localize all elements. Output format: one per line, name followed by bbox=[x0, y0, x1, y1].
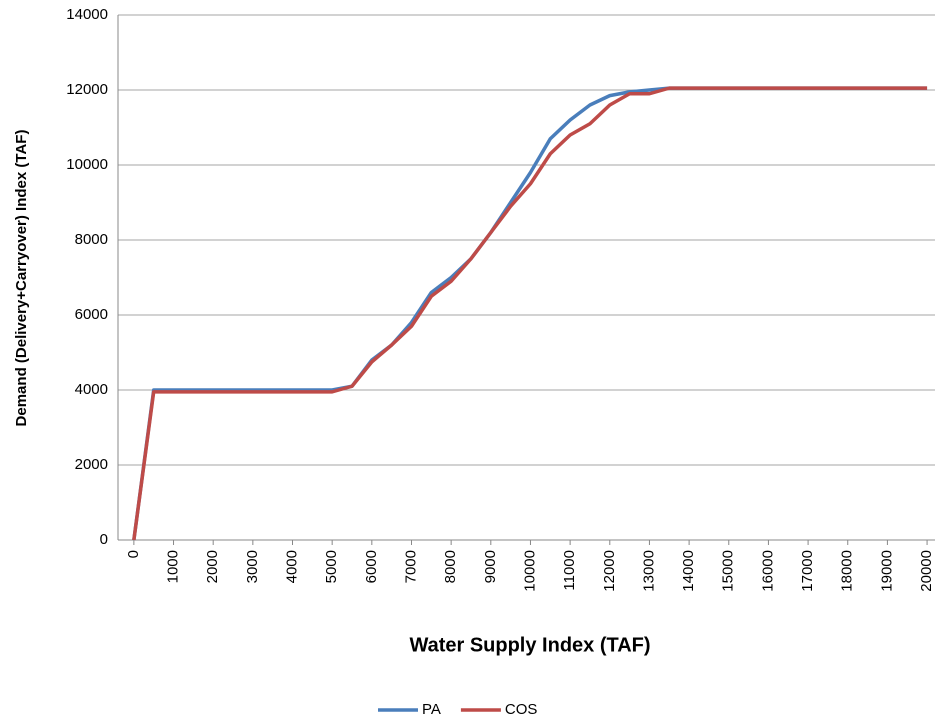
x-tick-label: 14000 bbox=[680, 550, 697, 592]
y-tick-label: 12000 bbox=[66, 81, 108, 98]
x-tick-label: 8000 bbox=[442, 550, 459, 583]
x-tick-label: 5000 bbox=[323, 550, 340, 583]
x-tick-label: 13000 bbox=[640, 550, 657, 592]
x-tick-label: 12000 bbox=[601, 550, 618, 592]
legend-label: PA bbox=[422, 701, 441, 718]
x-tick-label: 10000 bbox=[521, 550, 538, 592]
x-tick-label: 18000 bbox=[839, 550, 856, 592]
x-tick-label: 9000 bbox=[482, 550, 499, 583]
y-tick-label: 4000 bbox=[75, 381, 108, 398]
x-tick-label: 19000 bbox=[878, 550, 895, 592]
x-tick-label: 1000 bbox=[164, 550, 181, 583]
y-tick-label: 2000 bbox=[75, 456, 108, 473]
x-tick-label: 20000 bbox=[918, 550, 935, 592]
x-tick-label: 0 bbox=[125, 550, 142, 558]
y-tick-label: 6000 bbox=[75, 306, 108, 323]
x-tick-label: 16000 bbox=[759, 550, 776, 592]
x-tick-label: 17000 bbox=[799, 550, 816, 592]
x-tick-label: 6000 bbox=[363, 550, 380, 583]
y-tick-label: 8000 bbox=[75, 231, 108, 248]
x-tick-label: 2000 bbox=[204, 550, 221, 583]
x-tick-label: 11000 bbox=[561, 550, 578, 591]
y-tick-label: 10000 bbox=[66, 156, 108, 173]
x-tick-label: 4000 bbox=[283, 550, 300, 583]
series-line bbox=[132, 86, 928, 541]
x-tick-label: 15000 bbox=[720, 550, 737, 592]
x-tick-label: 7000 bbox=[402, 550, 419, 583]
y-tick-label: 0 bbox=[100, 531, 108, 548]
legend-label: COS bbox=[505, 701, 538, 718]
y-axis-title: Demand (Delivery+Carryover) Index (TAF) bbox=[13, 130, 30, 427]
series-line bbox=[132, 86, 928, 541]
x-tick-label: 3000 bbox=[244, 550, 261, 583]
y-tick-label: 14000 bbox=[66, 6, 108, 23]
x-axis-title: Water Supply Index (TAF) bbox=[409, 634, 650, 656]
